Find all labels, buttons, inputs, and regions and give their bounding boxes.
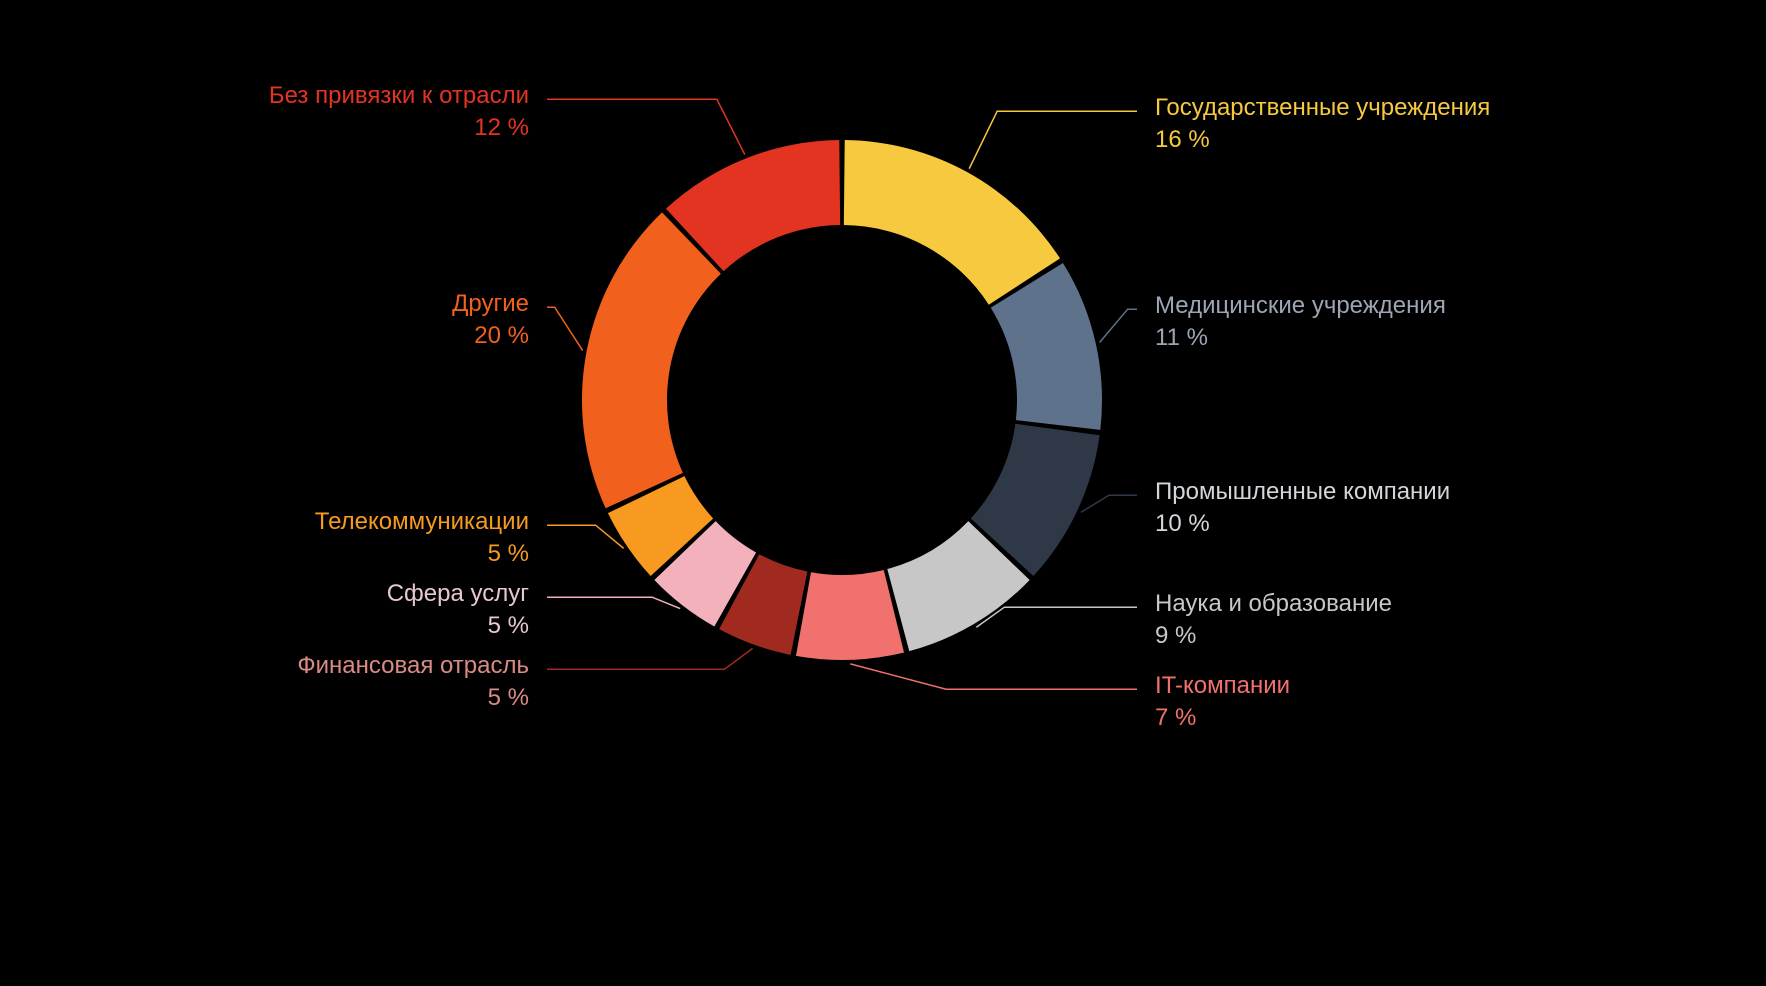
leader-none [547,99,745,154]
label-gov: Государственные учреждения16 % [1155,92,1490,157]
slice-other [582,212,721,508]
label-name: Без привязки к отрасли [269,80,529,112]
label-name: Сфера услуг [387,578,529,610]
label-pct: 5 % [387,610,529,642]
leader-med [1100,309,1137,342]
leader-other [547,307,583,350]
leader-fin [547,648,753,669]
leader-it [850,664,1137,689]
label-pct: 10 % [1155,508,1450,540]
label-it: IT-компании7 % [1155,670,1290,735]
label-name: Наука и образование [1155,588,1392,620]
leader-telecom [547,525,624,548]
label-industry: Промышленные компании10 % [1155,476,1450,541]
label-pct: 5 % [297,682,529,714]
label-name: Другие [452,288,529,320]
donut-chart-stage: Государственные учреждения16 % Медицински… [127,0,1639,812]
label-pct: 20 % [452,320,529,352]
label-services: Сфера услуг5 % [387,578,529,643]
leader-science [976,607,1137,627]
slice-gov [844,140,1060,305]
label-name: IT-компании [1155,670,1290,702]
label-none: Без привязки к отрасли12 % [269,80,529,145]
label-med: Медицинские учреждения11 % [1155,290,1446,355]
label-fin: Финансовая отрасль5 % [297,650,529,715]
slice-it [796,570,904,660]
label-name: Медицинские учреждения [1155,290,1446,322]
label-science: Наука и образование9 % [1155,588,1392,653]
label-pct: 12 % [269,112,529,144]
label-other: Другие20 % [452,288,529,353]
label-name: Промышленные компании [1155,476,1450,508]
label-pct: 5 % [315,538,529,570]
leader-industry [1081,495,1137,512]
label-pct: 16 % [1155,124,1490,156]
label-name: Финансовая отрасль [297,650,529,682]
leader-services [547,597,680,608]
label-name: Государственные учреждения [1155,92,1490,124]
label-name: Телекоммуникации [315,506,529,538]
label-pct: 11 % [1155,322,1446,354]
label-pct: 7 % [1155,702,1290,734]
leader-gov [969,111,1137,168]
label-pct: 9 % [1155,620,1392,652]
label-telecom: Телекоммуникации5 % [315,506,529,571]
